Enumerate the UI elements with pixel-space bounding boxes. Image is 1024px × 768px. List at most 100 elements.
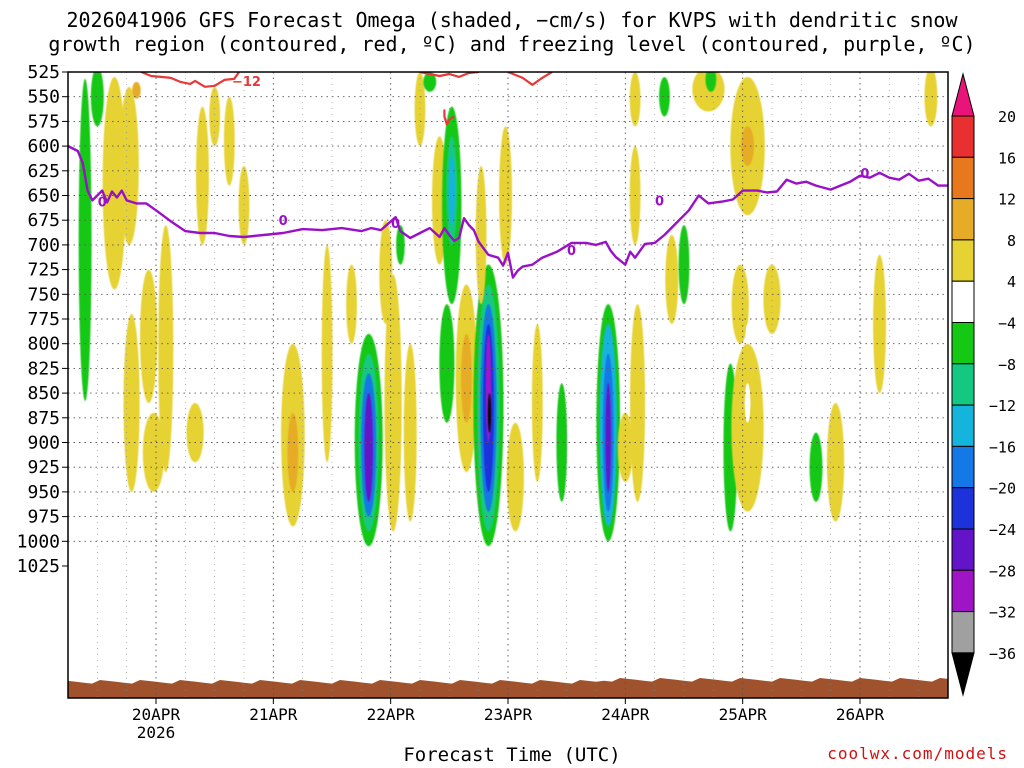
omega-cell-42 xyxy=(475,165,487,305)
colorbar-swatch-5 xyxy=(951,280,975,324)
omega-cell-28 xyxy=(423,72,437,92)
ytick-label-825: 825 xyxy=(27,358,60,379)
freezing-level-label-2: 0 xyxy=(391,217,400,232)
omega-cell-16 xyxy=(287,412,299,492)
ytick-label-550: 550 xyxy=(27,87,60,108)
omega-cell-44 xyxy=(506,422,524,532)
ytick-label-750: 750 xyxy=(27,284,60,305)
omega-gap-1 xyxy=(745,323,750,344)
omega-cell-10 xyxy=(195,106,209,245)
omega-cell-55 xyxy=(659,76,670,117)
colorbar-swatch-9 xyxy=(951,445,975,489)
omega-shading xyxy=(78,72,938,547)
colorbar-swatch-11 xyxy=(951,528,975,571)
ytick-label-925: 925 xyxy=(27,457,60,478)
omega-cell-25 xyxy=(396,225,405,265)
terrain-layer xyxy=(68,677,948,698)
ytick-label-875: 875 xyxy=(27,408,60,429)
omega-cell-35 xyxy=(461,333,472,423)
freezing-level-label-3: 0 xyxy=(567,244,576,259)
colorbar-label-10: −24 xyxy=(989,521,1016,539)
xtick-label-24APR: 24APR xyxy=(601,705,650,724)
ytick-label-800: 800 xyxy=(27,334,60,355)
omega-cell-13 xyxy=(223,96,235,186)
colorbar-label-3: 8 xyxy=(1007,232,1016,250)
y-axis: 525 550 575 600 625 650 675 700 725 750 775 800 825 8… xyxy=(17,62,68,577)
colorbar-label-4: 4 xyxy=(1007,273,1016,291)
ytick-label-650: 650 xyxy=(27,186,60,207)
omega-cell-11 xyxy=(186,402,204,463)
colorbar-label-11: −28 xyxy=(989,562,1016,580)
xtick-label-23APR: 23APR xyxy=(484,705,533,724)
title-line-2: growth region (contoured, red, ºC) and f… xyxy=(48,32,976,56)
colorbar-label-0: 20 xyxy=(998,108,1016,126)
omega-cell-65 xyxy=(763,264,781,334)
ytick-label-725: 725 xyxy=(27,260,60,281)
omega-cell-27 xyxy=(414,72,426,147)
omega-cell-22 xyxy=(364,393,373,502)
chart-title: 2026041906 GFS Forecast Omega (shaded, −… xyxy=(0,8,1024,56)
omega-cell-46 xyxy=(556,383,568,502)
omega-cell-59 xyxy=(705,72,717,92)
omega-cell-68 xyxy=(873,254,887,394)
colorbar-label-7: −12 xyxy=(989,397,1016,415)
ytick-label-700: 700 xyxy=(27,235,60,256)
colorbar-swatch-13 xyxy=(951,611,975,654)
colorbar-label-9: −20 xyxy=(989,480,1016,498)
xtick-label-20APR: 20APR xyxy=(132,705,181,724)
ytick-label-775: 775 xyxy=(27,309,60,330)
x-axis-label: Forecast Time (UTC) xyxy=(403,744,621,766)
omega-cell-69 xyxy=(924,72,938,127)
omega-cell-4 xyxy=(119,86,139,245)
xtick-label-25APR: 25APR xyxy=(719,705,768,724)
colorbar-label-6: −8 xyxy=(998,356,1016,374)
ytick-label-575: 575 xyxy=(27,111,60,132)
omega-cell-6 xyxy=(123,314,140,492)
omega-cell-12 xyxy=(209,86,221,147)
colorbar-swatch-12 xyxy=(951,569,975,613)
omega-cell-62 xyxy=(741,126,755,166)
freezing-level-label-1: 0 xyxy=(279,214,288,229)
omega-cell-32 xyxy=(448,155,456,226)
omega-cell-1 xyxy=(90,72,104,127)
ytick-label-1000: 1000 xyxy=(17,531,60,552)
omega-cell-18 xyxy=(346,264,357,344)
dgz-contour-1 xyxy=(419,72,479,78)
omega-cell-8 xyxy=(142,412,165,492)
ytick-label-625: 625 xyxy=(27,161,60,182)
colorbar-swatch-6 xyxy=(951,322,975,365)
freezing-level-label-0: 0 xyxy=(98,195,107,210)
ytick-label-900: 900 xyxy=(27,433,60,454)
omega-cell-41 xyxy=(487,393,492,433)
dgz-contour-label: −12 xyxy=(232,75,261,90)
colorbar-swatch-2 xyxy=(951,156,975,200)
credit-text: coolwx.com/models xyxy=(827,744,1008,763)
contour-lines: 0 0 0 0 0 0 −12 xyxy=(68,72,948,279)
grid-lines xyxy=(68,72,948,698)
colorbar-label-12: −32 xyxy=(989,604,1016,622)
colorbar-swatch-4 xyxy=(951,239,975,282)
dgz-contour-0 xyxy=(140,72,240,88)
xtick-sublabel-year: 2026 xyxy=(137,723,176,742)
xtick-label-26APR: 26APR xyxy=(836,705,885,724)
omega-cell-7 xyxy=(140,269,158,403)
ytick-label-600: 600 xyxy=(27,136,60,157)
omega-cell-52 xyxy=(630,304,646,502)
ytick-label-975: 975 xyxy=(27,507,60,528)
omega-cell-17 xyxy=(321,244,333,463)
omega-cell-58 xyxy=(692,72,725,112)
dgz-contour-2 xyxy=(507,72,553,86)
omega-cell-14 xyxy=(238,165,250,245)
dgz-contour-3 xyxy=(443,109,455,126)
omega-gap-0 xyxy=(744,383,751,423)
omega-cell-64 xyxy=(731,343,764,512)
colorbar-swatch-8 xyxy=(951,404,975,447)
omega-cell-9 xyxy=(158,225,174,473)
omega-cell-23 xyxy=(384,274,402,532)
omega-cell-3 xyxy=(102,76,127,290)
omega-cell-67 xyxy=(826,402,845,522)
ytick-label-950: 950 xyxy=(27,482,60,503)
colorbar-label-5: −4 xyxy=(998,315,1016,333)
